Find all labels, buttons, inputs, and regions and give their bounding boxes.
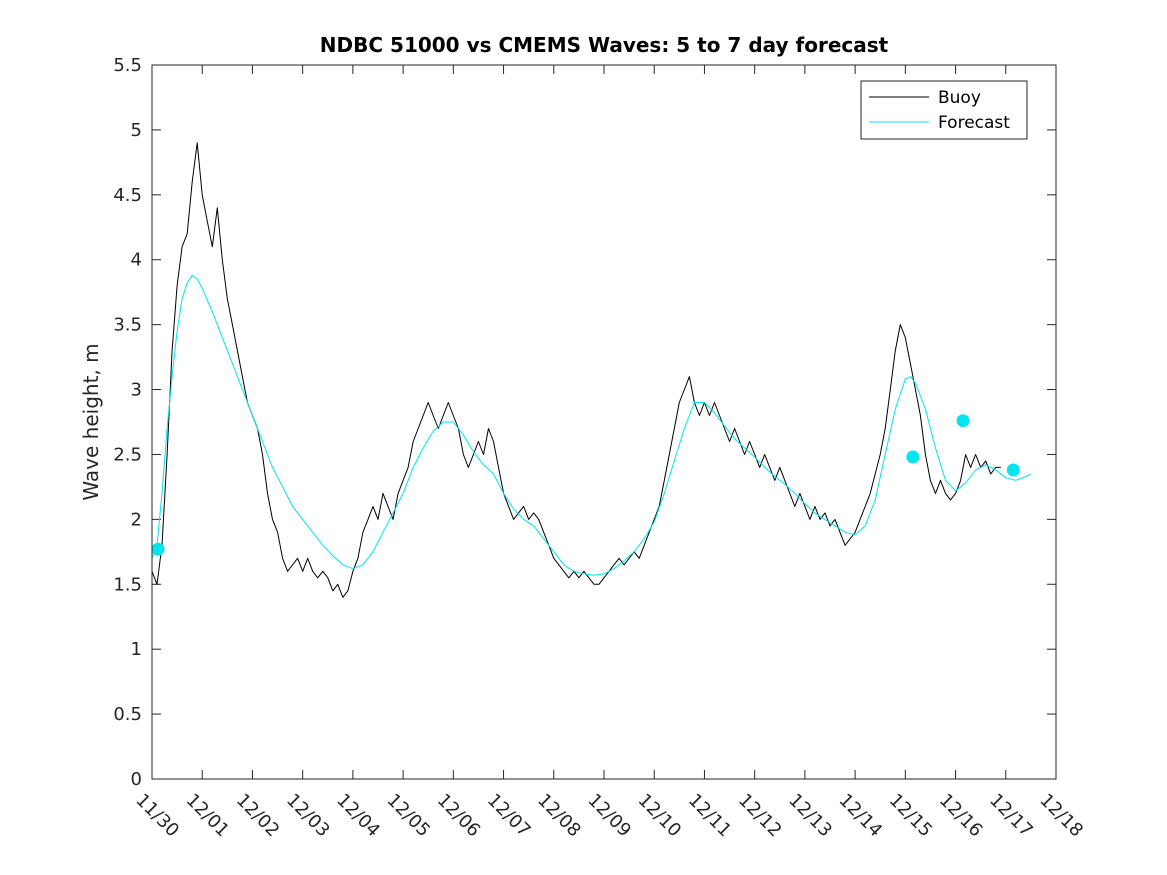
y-axis-ticks: 0 0.5 1 1.5 2 2.5 3 3.5 4 4.5 5 5.5 (113, 55, 1056, 790)
x-tick-label: 12/06 (433, 790, 485, 842)
series-line-buoy (151, 142, 1001, 598)
x-tick-label: 12/07 (483, 790, 535, 842)
x-tick-label: 12/04 (332, 790, 384, 842)
marker-layer (151, 414, 1020, 556)
forecast-marker-point (151, 542, 165, 556)
x-tick-label: 12/16 (935, 790, 987, 842)
forecast-marker-point (906, 450, 920, 464)
x-tick-label: 12/11 (684, 790, 736, 842)
x-tick-label: 12/12 (734, 790, 786, 842)
x-tick-label: 12/02 (232, 790, 284, 842)
legend: Buoy Forecast (860, 80, 1028, 140)
chart-title: NDBC 51000 vs CMEMS Waves: 5 to 7 day fo… (320, 33, 889, 57)
x-tick-label: 12/18 (1035, 790, 1087, 842)
y-tick-label: 5.5 (113, 55, 142, 76)
x-tick-label: 12/10 (634, 790, 686, 842)
plot-frame (151, 64, 1057, 780)
y-tick-label: 1.5 (113, 574, 142, 595)
legend-label-buoy: Buoy (938, 88, 981, 108)
y-tick-label: 2 (131, 509, 142, 530)
y-tick-label: 3 (131, 380, 142, 401)
x-tick-label: 12/01 (182, 790, 234, 842)
legend-box (860, 80, 1028, 140)
y-tick-label: 4.5 (113, 185, 142, 206)
y-tick-label: 4 (131, 250, 142, 271)
series-layer (151, 142, 1032, 598)
x-tick-label: 11/30 (131, 790, 183, 842)
x-tick-label: 12/05 (383, 790, 435, 842)
x-tick-label: 12/13 (784, 790, 836, 842)
x-tick-label: 12/09 (583, 790, 635, 842)
y-tick-label: 0.5 (113, 704, 142, 725)
y-axis-label: Wave height, m (79, 343, 103, 500)
forecast-marker-point (956, 414, 970, 428)
forecast-marker-point (1006, 463, 1020, 477)
y-tick-label: 5 (131, 120, 142, 141)
x-tick-label: 12/08 (533, 790, 585, 842)
y-tick-label: 3.5 (113, 315, 142, 336)
x-tick-label: 12/03 (282, 790, 334, 842)
x-tick-label: 12/15 (885, 790, 937, 842)
series-line-forecast (151, 274, 1032, 576)
x-tick-label: 12/17 (985, 790, 1037, 842)
x-tick-label: 12/14 (835, 790, 887, 842)
y-tick-label: 1 (131, 639, 142, 660)
plot-area (152, 65, 1056, 779)
y-tick-label: 0 (131, 769, 142, 790)
legend-label-forecast: Forecast (938, 113, 1010, 133)
y-tick-label: 2.5 (113, 444, 142, 465)
